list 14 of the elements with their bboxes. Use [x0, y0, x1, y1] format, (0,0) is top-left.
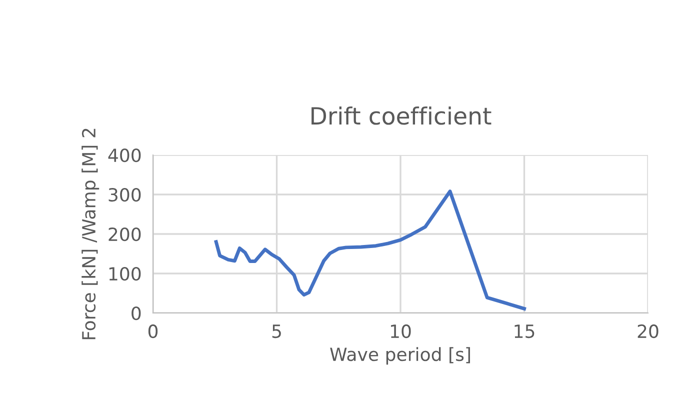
x-tick-label: 10: [390, 324, 411, 338]
y-tick-label: 200: [108, 227, 141, 242]
chart-title: Drift coefficient: [312, 106, 492, 125]
x-tick-label: 0: [148, 324, 158, 338]
x-tick-label: 15: [514, 324, 534, 338]
y-tick-label: 100: [109, 266, 141, 281]
line-series: [214, 190, 526, 310]
y-axis-title: Force [kN] /Wamp [M] 2: [82, 128, 100, 340]
y-tick-label: 0: [132, 306, 141, 320]
y-tick-label: 300: [108, 188, 141, 202]
x-axis-title: Wave period [s]: [330, 347, 470, 365]
x-tick-label: 5: [272, 324, 281, 338]
x-tick-label: 20: [638, 324, 658, 338]
y-tick-label: 400: [108, 148, 141, 162]
